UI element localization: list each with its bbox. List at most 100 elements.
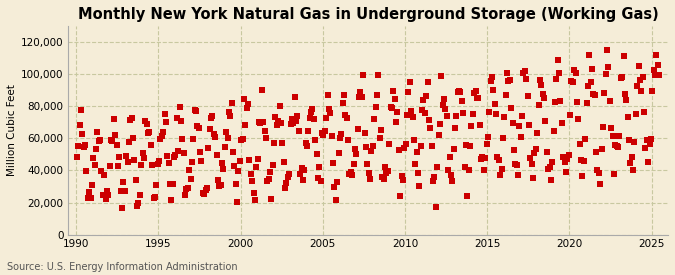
Point — [255, 121, 266, 126]
Point — [493, 158, 504, 163]
Point — [622, 115, 633, 119]
Point — [612, 144, 622, 148]
Point — [155, 137, 166, 141]
Point — [329, 185, 340, 189]
Point — [167, 182, 178, 186]
Point — [163, 161, 174, 165]
Point — [593, 171, 604, 175]
Point — [630, 112, 641, 116]
Point — [411, 150, 422, 154]
Point — [399, 145, 410, 150]
Point — [346, 170, 356, 174]
Point — [599, 91, 610, 95]
Point — [327, 161, 338, 165]
Point — [484, 110, 495, 114]
Point — [206, 116, 217, 120]
Point — [609, 172, 620, 176]
Point — [437, 103, 448, 107]
Point — [174, 105, 185, 109]
Point — [318, 133, 329, 137]
Point — [596, 147, 607, 151]
Point — [508, 148, 519, 153]
Point — [389, 97, 400, 101]
Point — [576, 158, 587, 162]
Point — [74, 122, 85, 127]
Point — [336, 131, 347, 136]
Point — [286, 117, 297, 121]
Point — [129, 157, 140, 162]
Point — [639, 110, 649, 114]
Point — [169, 155, 180, 159]
Point — [467, 112, 478, 117]
Point — [331, 180, 342, 184]
Point — [229, 164, 240, 168]
Point — [173, 149, 184, 153]
Point — [552, 58, 563, 62]
Point — [200, 188, 211, 192]
Point — [177, 136, 188, 141]
Point — [85, 196, 96, 200]
Point — [595, 182, 605, 186]
Point — [292, 113, 303, 118]
Point — [500, 93, 511, 97]
Point — [133, 200, 144, 205]
Point — [436, 74, 447, 78]
Point — [118, 179, 129, 184]
Point — [202, 186, 213, 190]
Point — [130, 178, 141, 182]
Point — [304, 116, 315, 120]
Point — [281, 181, 292, 185]
Point — [433, 133, 444, 137]
Point — [97, 192, 108, 197]
Point — [273, 119, 284, 123]
Point — [227, 150, 238, 154]
Point — [418, 98, 429, 103]
Point — [96, 169, 107, 174]
Point — [556, 120, 567, 125]
Point — [359, 130, 370, 135]
Point — [391, 120, 402, 125]
Point — [181, 187, 192, 191]
Point — [499, 115, 510, 120]
Point — [339, 93, 350, 97]
Point — [487, 75, 497, 79]
Point — [285, 121, 296, 126]
Point — [306, 110, 317, 114]
Point — [111, 143, 122, 147]
Point — [218, 166, 229, 171]
Point — [403, 90, 414, 94]
Point — [110, 133, 121, 137]
Point — [267, 163, 278, 167]
Point — [190, 109, 201, 113]
Point — [314, 165, 325, 169]
Point — [447, 178, 458, 183]
Point — [313, 176, 323, 180]
Point — [106, 138, 117, 142]
Point — [560, 169, 571, 174]
Point — [649, 73, 660, 78]
Point — [89, 163, 100, 167]
Point — [350, 147, 360, 151]
Point — [545, 177, 556, 182]
Point — [537, 91, 548, 96]
Point — [370, 104, 381, 109]
Point — [562, 156, 573, 161]
Point — [240, 123, 250, 128]
Point — [587, 67, 597, 72]
Point — [536, 82, 547, 87]
Point — [114, 155, 125, 159]
Point — [258, 120, 269, 124]
Point — [92, 130, 103, 134]
Point — [196, 159, 207, 163]
Point — [73, 144, 84, 148]
Point — [614, 134, 625, 138]
Point — [265, 170, 275, 174]
Point — [122, 160, 133, 164]
Point — [262, 178, 273, 183]
Point — [503, 79, 514, 84]
Point — [266, 197, 277, 202]
Point — [371, 93, 382, 97]
Point — [441, 114, 452, 118]
Point — [254, 120, 265, 124]
Point — [248, 191, 259, 196]
